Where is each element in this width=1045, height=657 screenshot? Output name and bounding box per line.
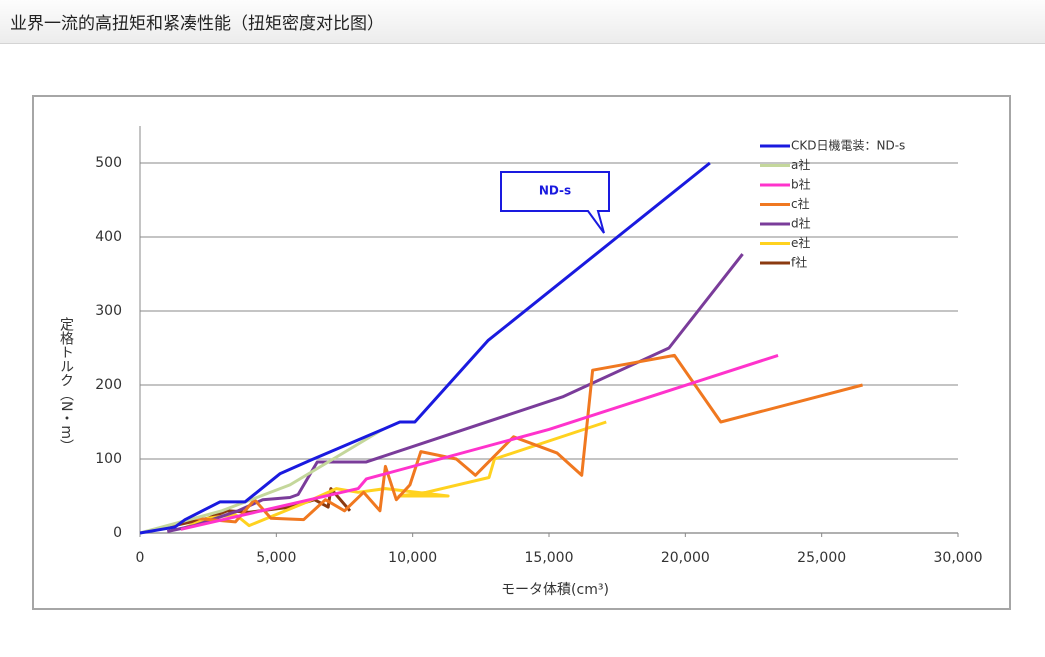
legend-label: c社 (791, 196, 810, 211)
series-line (180, 353, 779, 531)
x-tick-label: 10,000 (388, 550, 437, 566)
series-line (194, 353, 863, 524)
legend-label: b社 (791, 177, 811, 192)
y-tick-label: 500 (95, 155, 122, 171)
series-line (166, 253, 744, 533)
legend-label: f社 (791, 255, 807, 270)
y-tick-label: 300 (95, 303, 122, 319)
y-tick-label: 200 (95, 377, 122, 393)
x-tick-label: 0 (136, 550, 145, 566)
x-axis-label: モータ体積(cm³) (501, 582, 609, 598)
legend-label: d社 (791, 216, 811, 231)
x-tick-label: 25,000 (797, 550, 846, 566)
header-bar: 业界一流的高扭矩和紧凑性能（扭矩密度对比图） (0, 0, 1045, 44)
x-tick-label: 30,000 (934, 550, 983, 566)
y-tick-label: 100 (95, 451, 122, 467)
series-line (139, 161, 711, 535)
legend-label: a社 (791, 157, 810, 172)
x-tick-label: 20,000 (661, 550, 710, 566)
y-axis-label: 定格トルク（N・m） (58, 317, 74, 453)
x-tick-label: 5,000 (256, 550, 296, 566)
legend-label: e社 (791, 235, 810, 250)
y-tick-label: 400 (95, 229, 122, 245)
header-title: 业界一流的高扭矩和紧凑性能（扭矩密度对比图） (10, 14, 384, 34)
callout-text: ND-s (539, 184, 571, 198)
legend-label: CKD日機電装：ND-s (791, 138, 905, 153)
x-tick-label: 15,000 (525, 550, 574, 566)
callout-box (500, 171, 610, 234)
y-tick-label: 0 (113, 525, 122, 541)
